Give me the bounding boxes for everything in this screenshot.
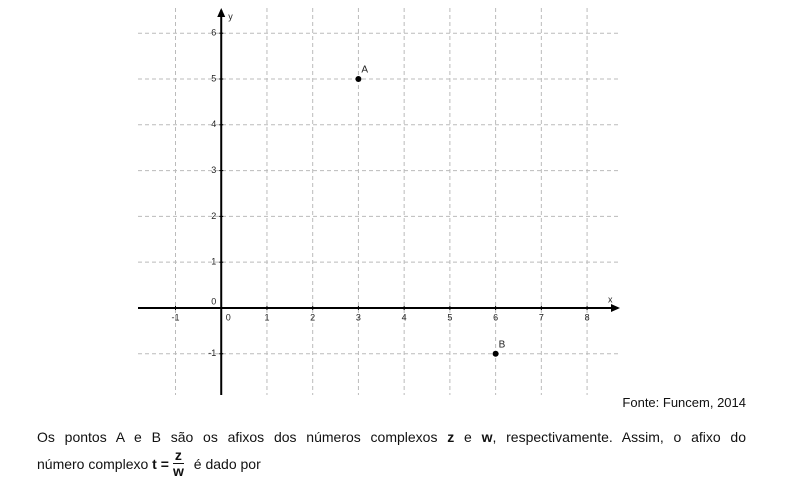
x-tick-label: 3 [356,312,361,322]
text: número complexo [37,455,153,472]
x-tick-label: 2 [310,312,315,322]
point [355,75,362,82]
y-tick-label: 4 [211,119,216,129]
variable: w [481,429,493,445]
y-tick-label: 1 [211,257,216,267]
x-tick-label: 5 [447,312,452,322]
x-tick-label: 8 [585,312,590,322]
variable: t = [152,455,169,472]
y-tick-label: 0 [211,296,216,306]
variable: z [447,429,455,445]
text: e [454,429,482,445]
denominator: w [172,463,184,479]
x-tick-label: 1 [264,312,269,322]
y-tick-label: 2 [211,211,216,221]
point [492,350,499,357]
point-label: A [361,65,368,76]
text: Os pontos A e B são os afixos dos número… [37,429,448,445]
question-line-1: Os pontos A e B são os afixos dos número… [37,429,746,445]
x-tick-label: 7 [539,312,544,322]
y-tick-label: 6 [211,28,216,38]
text: , respectivamente. Assim, o afixo do [492,429,747,445]
y-axis-arrow [217,8,226,17]
x-tick-label: -1 [171,312,179,322]
y-axis-label: y [228,11,233,21]
x-tick-label: 6 [493,312,498,322]
x-tick-label: 4 [402,312,407,322]
numerator: z [172,447,184,464]
y-tick-label: 3 [211,165,216,175]
x-tick-label: 0 [226,312,231,322]
point-label: B [499,339,506,350]
x-axis-label: x [608,294,613,304]
question-line-2: número complexo t = z w é dado por [37,448,261,479]
source: Fonte: Funcem, 2014 [622,395,746,410]
text: é dado por [189,455,261,472]
y-tick-label: 5 [211,73,216,83]
x-axis-arrow [611,303,620,312]
chart: -1 0 1 2 3 4 5 6 7 8 -1 0 1 2 3 4 5 6 x y A B [138,8,620,395]
y-tick-label: -1 [208,348,216,358]
